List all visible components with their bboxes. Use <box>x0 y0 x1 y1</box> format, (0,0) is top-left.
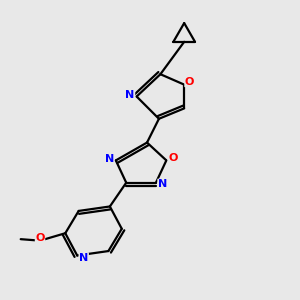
Text: N: N <box>158 179 167 189</box>
Text: O: O <box>168 153 178 163</box>
Text: N: N <box>105 154 114 164</box>
Text: N: N <box>79 253 88 263</box>
Text: O: O <box>185 76 194 87</box>
Text: N: N <box>125 90 135 100</box>
Text: O: O <box>35 233 45 243</box>
